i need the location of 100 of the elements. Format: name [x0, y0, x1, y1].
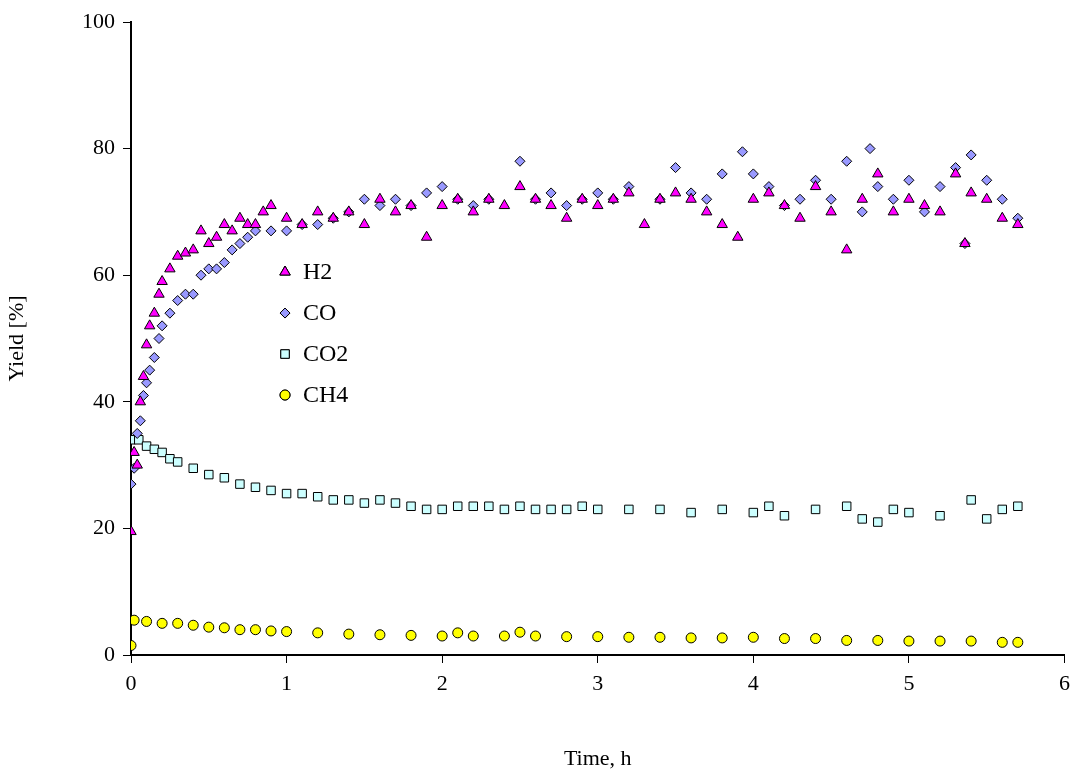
point [436, 630, 448, 642]
y-tick-label: 40 [93, 387, 115, 413]
point [764, 501, 774, 511]
point [234, 624, 246, 636]
point [281, 626, 293, 638]
point [165, 454, 175, 464]
point [778, 633, 790, 645]
point [452, 627, 464, 639]
x-tick-label: 3 [592, 669, 604, 695]
point [172, 457, 183, 467]
point [235, 479, 245, 489]
point [499, 504, 510, 515]
point [312, 627, 324, 639]
x-tick-label: 2 [436, 669, 448, 695]
legend-label: CO2 [303, 340, 349, 367]
point [343, 628, 355, 640]
point [266, 485, 276, 496]
point [421, 504, 432, 515]
point [593, 504, 603, 515]
point [561, 504, 572, 515]
point [577, 501, 587, 511]
point [203, 621, 215, 633]
x-tick-label: 4 [747, 669, 759, 695]
point [514, 626, 526, 638]
point [390, 498, 401, 508]
point [872, 634, 884, 646]
x-tick-label: 1 [281, 669, 293, 695]
point [498, 630, 510, 642]
x-axis-title: Time, h [563, 744, 632, 770]
point [747, 631, 759, 643]
point [903, 635, 915, 647]
point [592, 631, 604, 643]
point [857, 514, 867, 524]
point [515, 501, 525, 511]
point [204, 469, 214, 480]
point [265, 625, 277, 637]
point [888, 504, 899, 515]
point [748, 507, 759, 518]
y-tick-label: 100 [82, 7, 115, 33]
point [623, 631, 635, 643]
point [810, 633, 822, 645]
point [467, 630, 479, 642]
point [187, 619, 199, 631]
point [655, 504, 665, 515]
point [312, 492, 323, 502]
point [530, 504, 541, 515]
point [965, 635, 977, 647]
point [249, 624, 261, 636]
point [686, 507, 696, 518]
x-tick-label: 6 [1059, 669, 1070, 695]
point [934, 635, 946, 647]
point [873, 517, 883, 527]
point [561, 631, 573, 643]
point [904, 507, 914, 518]
point [297, 488, 307, 499]
point [841, 501, 852, 511]
point [717, 504, 727, 515]
legend-label: CO [303, 299, 337, 326]
point [219, 473, 230, 483]
point [188, 463, 198, 474]
x-tick-label: 0 [125, 669, 137, 695]
point [810, 504, 821, 515]
point [374, 629, 386, 641]
point [437, 504, 447, 515]
point [281, 488, 292, 499]
point [546, 504, 556, 515]
y-tick-label: 0 [104, 640, 115, 666]
point [359, 498, 370, 508]
point [452, 501, 463, 511]
legend-label: CH4 [303, 381, 349, 408]
point [405, 629, 417, 641]
point [141, 615, 153, 627]
point [406, 501, 416, 511]
point [966, 495, 976, 505]
point [779, 511, 790, 521]
point [149, 444, 160, 455]
point [344, 495, 354, 505]
legend-label: H2 [303, 258, 333, 285]
point [841, 634, 853, 646]
point [157, 447, 167, 458]
y-tick-label: 60 [93, 260, 115, 286]
point [997, 504, 1008, 515]
point [218, 622, 230, 634]
point [484, 501, 494, 511]
point [375, 495, 385, 505]
point [530, 630, 542, 642]
point [156, 617, 168, 629]
point [654, 631, 666, 643]
point [172, 617, 184, 629]
point [1013, 501, 1023, 511]
point [685, 632, 697, 644]
point [935, 511, 945, 521]
point [981, 514, 992, 524]
point [468, 501, 479, 511]
point [250, 482, 261, 492]
y-tick-label: 80 [93, 134, 115, 160]
point [328, 495, 338, 505]
point [624, 504, 634, 515]
y-axis-title: Yield [%] [2, 295, 28, 382]
point [996, 636, 1008, 648]
